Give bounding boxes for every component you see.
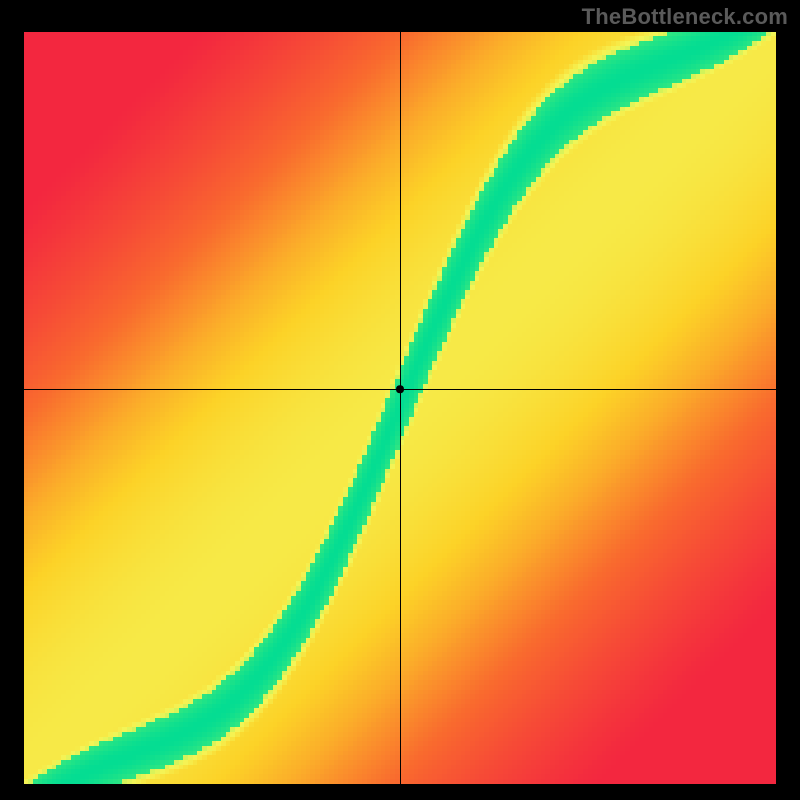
bottleneck-heatmap <box>24 32 776 784</box>
figure-container: TheBottleneck.com <box>0 0 800 800</box>
watermark-text: TheBottleneck.com <box>582 4 788 30</box>
